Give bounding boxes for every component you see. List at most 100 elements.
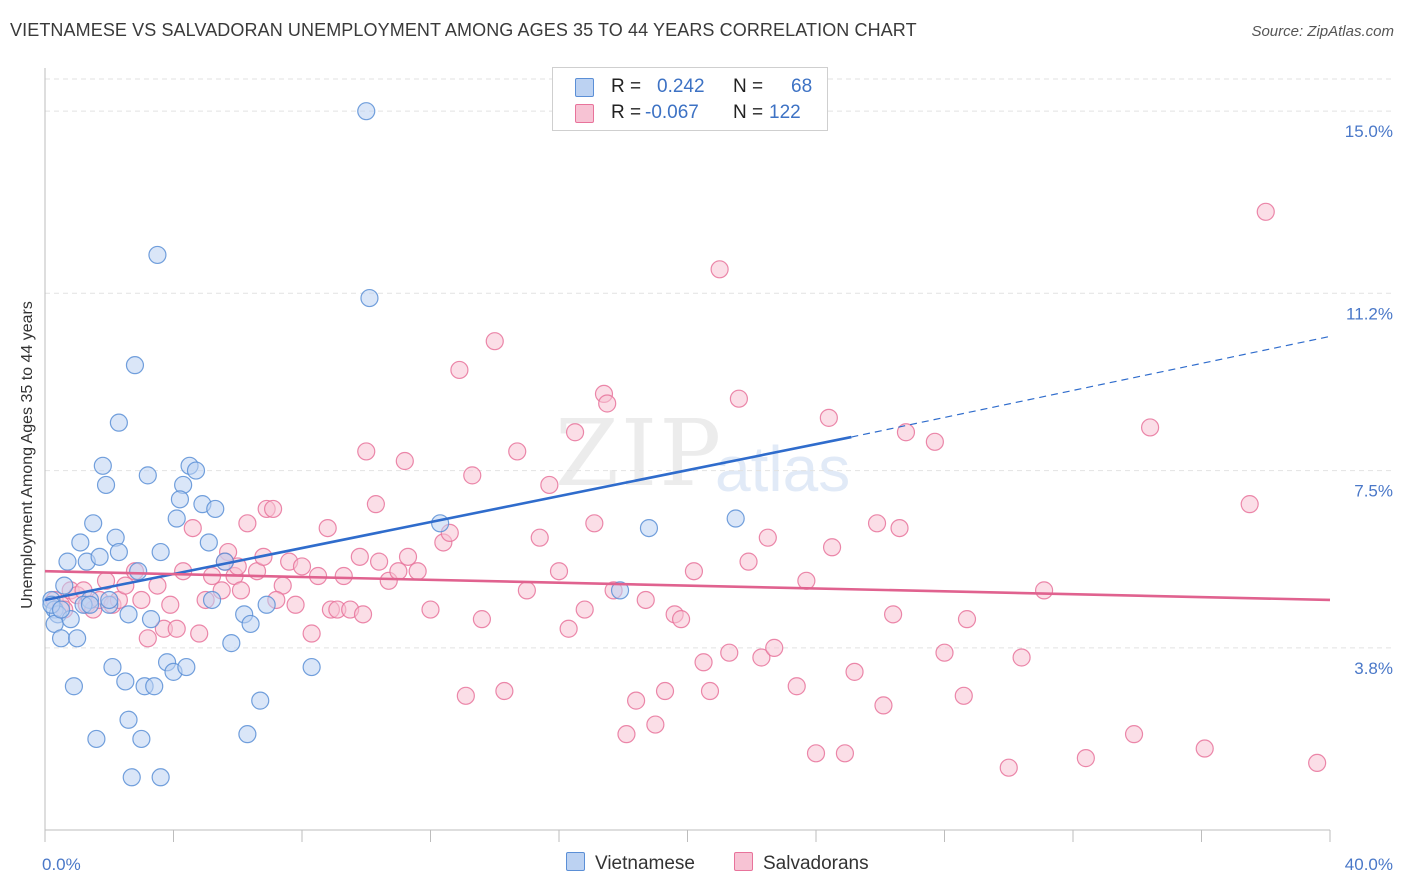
- axes: [44, 68, 1331, 842]
- salvadoran-point: [598, 394, 617, 413]
- salvadoran-point: [1195, 739, 1214, 758]
- salvadoran-point: [334, 566, 353, 586]
- salvadoran-point: [350, 547, 369, 566]
- vietnamese-point: [109, 413, 128, 432]
- r-label: R =: [611, 102, 642, 123]
- watermark-atlas: atlas: [715, 433, 851, 505]
- salvadoran-point: [559, 619, 578, 638]
- vietnamese-point: [51, 600, 71, 619]
- salvadoran-point: [286, 595, 305, 614]
- salvadoran-point: [1240, 495, 1259, 514]
- pink-swatch: [575, 104, 594, 123]
- blue-swatch: [566, 852, 585, 871]
- vietnamese-point: [199, 533, 218, 552]
- salvadoran-point: [617, 725, 636, 744]
- vietnamese-point: [87, 729, 106, 749]
- tick-labels: 3.8% 7.5% 11.2% 15.0% 0.0% 40.0%: [42, 122, 1393, 874]
- vietnamese-point: [109, 542, 128, 562]
- salvadoran-point: [787, 677, 806, 696]
- salvadoran-point: [508, 442, 527, 461]
- watermark-zip: ZIP: [555, 400, 724, 507]
- salvadoran-point: [835, 744, 855, 763]
- salvadoran-point: [167, 619, 186, 638]
- vietnamese-point: [100, 590, 119, 610]
- vietnamese-point: [177, 657, 196, 677]
- blue-swatch: [575, 78, 594, 97]
- vietnamese-point: [96, 475, 116, 495]
- vietnamese-point: [119, 605, 138, 624]
- vietnamese-point: [251, 691, 270, 710]
- vietnamese-point: [431, 514, 450, 533]
- salvadoran-point: [549, 562, 569, 581]
- pink-swatch: [734, 852, 753, 871]
- salvadoran-point: [1012, 648, 1031, 667]
- salvadoran-point: [720, 643, 739, 662]
- salvadoran-point: [161, 595, 180, 614]
- vietnamese-point: [726, 509, 745, 528]
- salvadoran-point: [758, 528, 777, 547]
- gridlines: [45, 78, 1395, 649]
- salvadorans-points: [45, 202, 1327, 777]
- salvadoran-point: [370, 552, 389, 571]
- vietnamese-point: [141, 610, 161, 629]
- vietnamese-point: [138, 466, 157, 485]
- vietnamese-point: [151, 542, 170, 562]
- vietnamese-point: [170, 490, 190, 509]
- salvadoran-point: [694, 653, 713, 672]
- salvadoran-point: [765, 638, 784, 657]
- salvadoran-point: [925, 432, 944, 451]
- legend-item-salvadorans: Salvadorans: [734, 852, 869, 875]
- salvadoran-point: [132, 590, 151, 610]
- vietnamese-point: [357, 102, 376, 121]
- salvadoran-point: [302, 624, 321, 643]
- salvadoran-point: [263, 499, 283, 519]
- vietnamese-point: [186, 461, 206, 480]
- vietnamese-point: [125, 356, 145, 375]
- salvadoran-point: [883, 605, 903, 624]
- salvadoran-point: [954, 686, 973, 705]
- vietnamese-points: [42, 102, 745, 787]
- salvadoran-point: [565, 423, 585, 442]
- salvadoran-point: [357, 442, 376, 461]
- vietnamese-point: [241, 614, 260, 634]
- vietnamese-point: [132, 729, 151, 749]
- salvadoran-point: [530, 528, 549, 547]
- salvadoran-point: [389, 562, 408, 581]
- vietnamese-point: [222, 634, 241, 653]
- vietnamese-point: [55, 576, 74, 595]
- salvadoran-point: [517, 581, 536, 600]
- n-label: N =: [733, 76, 764, 97]
- salvadoran-point: [1256, 202, 1275, 221]
- salvadoran-point: [292, 557, 312, 576]
- salvadoran-point: [806, 744, 826, 763]
- salvadoran-point: [463, 466, 482, 485]
- y-tick-label: 15.0%: [1345, 122, 1393, 141]
- n-label: N =: [733, 102, 764, 123]
- vietnamese-point: [610, 581, 630, 600]
- vietnamese-point: [90, 547, 109, 566]
- salvadoran-point: [819, 408, 838, 427]
- vietnamese-point: [84, 514, 103, 533]
- salvadoran-point: [183, 518, 202, 538]
- vietnamese-point: [129, 562, 148, 581]
- salvadoran-point: [138, 629, 157, 648]
- salvadoran-point: [822, 538, 842, 557]
- vietnamese-point: [257, 595, 276, 614]
- salvadoran-point: [1124, 725, 1144, 744]
- y-tick-label: 3.8%: [1354, 659, 1393, 678]
- r-value: -0.067: [645, 102, 699, 123]
- salvadoran-point: [890, 518, 909, 538]
- vietnamese-point: [71, 533, 90, 552]
- salvadoran-point: [1034, 581, 1054, 600]
- vietnamese-point: [206, 499, 225, 519]
- salvadoran-point: [540, 475, 559, 495]
- vietnamese-point: [148, 245, 167, 265]
- salvadoran-point: [646, 715, 665, 734]
- salvadoran-point: [395, 451, 414, 471]
- chart-title: VIETNAMESE VS SALVADORAN UNEMPLOYMENT AM…: [10, 20, 917, 40]
- salvadoran-point: [472, 610, 491, 629]
- salvadoran-point: [729, 389, 749, 408]
- y-tick-label: 11.2%: [1346, 304, 1393, 323]
- vietnamese-point: [122, 768, 141, 787]
- vietnamese-point: [302, 657, 321, 677]
